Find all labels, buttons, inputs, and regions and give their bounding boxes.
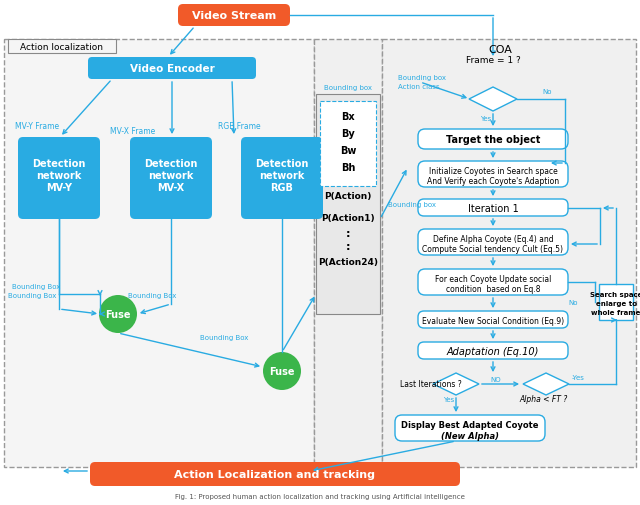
Text: MV-X Frame: MV-X Frame <box>110 126 156 135</box>
Text: Bounding box: Bounding box <box>324 85 372 91</box>
Text: RGB Frame: RGB Frame <box>218 121 260 130</box>
Text: Yes: Yes <box>444 396 454 402</box>
Text: NO: NO <box>491 376 501 382</box>
Circle shape <box>99 295 137 333</box>
FancyBboxPatch shape <box>418 270 568 295</box>
Text: :: : <box>346 241 350 251</box>
FancyBboxPatch shape <box>418 312 568 328</box>
FancyBboxPatch shape <box>90 462 460 486</box>
Text: Compute Social tendency Cult (Eq.5): Compute Social tendency Cult (Eq.5) <box>422 244 563 253</box>
Text: Bounding Box: Bounding Box <box>200 334 248 340</box>
Text: COA: COA <box>488 45 512 55</box>
FancyBboxPatch shape <box>130 138 212 220</box>
Bar <box>316 95 380 315</box>
Text: Detection
network
MV-Y: Detection network MV-Y <box>32 159 86 192</box>
Text: Detection
network
RGB: Detection network RGB <box>255 159 308 192</box>
Circle shape <box>263 352 301 390</box>
Text: Evaluate New Social Condition (Eq.9): Evaluate New Social Condition (Eq.9) <box>422 316 564 325</box>
Text: Target the object: Target the object <box>446 135 540 145</box>
Text: For each Coyote Update social: For each Coyote Update social <box>435 274 551 283</box>
Polygon shape <box>523 373 569 395</box>
Text: Last Iterations ?: Last Iterations ? <box>400 380 461 389</box>
Text: P(Action24): P(Action24) <box>318 258 378 267</box>
FancyBboxPatch shape <box>178 5 290 27</box>
FancyBboxPatch shape <box>18 138 100 220</box>
FancyBboxPatch shape <box>241 138 323 220</box>
FancyBboxPatch shape <box>395 415 545 441</box>
Text: Iteration 1: Iteration 1 <box>468 204 518 214</box>
FancyBboxPatch shape <box>418 162 568 188</box>
Text: P(Action): P(Action) <box>324 192 372 201</box>
Text: Video Encoder: Video Encoder <box>130 64 214 74</box>
Text: Action Localization and tracking: Action Localization and tracking <box>175 469 376 479</box>
FancyBboxPatch shape <box>418 130 568 149</box>
Text: Alpha < FT ?: Alpha < FT ? <box>520 395 568 403</box>
Text: Bx: Bx <box>341 112 355 122</box>
Text: Display Best Adapted Coyote: Display Best Adapted Coyote <box>401 421 539 430</box>
Text: enlarge to: enlarge to <box>595 300 637 307</box>
FancyBboxPatch shape <box>88 58 256 80</box>
Text: Search space: Search space <box>590 291 640 297</box>
Text: Fuse: Fuse <box>105 310 131 319</box>
Text: Bounding box: Bounding box <box>398 75 446 81</box>
Bar <box>320 102 376 187</box>
Text: By: By <box>341 129 355 139</box>
Polygon shape <box>469 88 517 112</box>
Text: P(Action1): P(Action1) <box>321 213 375 222</box>
Text: Action class: Action class <box>398 84 440 90</box>
Text: Bounding box: Bounding box <box>388 201 436 208</box>
Text: Fig. 1: Proposed human action localization and tracking using Artificial intelli: Fig. 1: Proposed human action localizati… <box>175 493 465 499</box>
Text: condition  based on Eq.8: condition based on Eq.8 <box>445 284 540 293</box>
FancyBboxPatch shape <box>418 230 568 256</box>
FancyBboxPatch shape <box>418 342 568 359</box>
Text: Fuse: Fuse <box>269 366 295 376</box>
Text: whole frame: whole frame <box>591 310 640 316</box>
Text: And Verify each Coyote's Adaption: And Verify each Coyote's Adaption <box>427 176 559 185</box>
Text: (New Alpha): (New Alpha) <box>441 432 499 441</box>
Text: -Yes: -Yes <box>572 374 584 380</box>
Text: Action localization: Action localization <box>20 42 104 52</box>
Text: MV-Y Frame: MV-Y Frame <box>15 121 59 130</box>
Text: Define Alpha Coyote (Eq.4) and: Define Alpha Coyote (Eq.4) and <box>433 234 554 243</box>
Text: Detection
network
MV-X: Detection network MV-X <box>144 159 198 192</box>
Text: :: : <box>346 229 350 238</box>
Text: Bounding Box: Bounding Box <box>8 292 56 298</box>
Text: Adaptation (Eq.10): Adaptation (Eq.10) <box>447 346 539 357</box>
Bar <box>8 40 116 54</box>
Text: Frame = 1 ?: Frame = 1 ? <box>466 56 520 64</box>
Text: Video Stream: Video Stream <box>192 11 276 21</box>
Bar <box>382 40 636 467</box>
Text: No: No <box>568 299 578 306</box>
Text: No: No <box>542 89 552 95</box>
Text: Initialize Coyotes in Search space: Initialize Coyotes in Search space <box>429 166 557 175</box>
Bar <box>314 40 382 467</box>
Text: Bounding Box: Bounding Box <box>12 283 60 289</box>
Bar <box>599 284 633 320</box>
Text: Bw: Bw <box>340 146 356 156</box>
FancyBboxPatch shape <box>418 199 568 217</box>
Text: Yes: Yes <box>481 116 492 122</box>
Text: Bounding Box: Bounding Box <box>128 292 177 298</box>
Text: Bh: Bh <box>341 163 355 173</box>
Bar <box>4 40 314 467</box>
Polygon shape <box>433 373 479 395</box>
